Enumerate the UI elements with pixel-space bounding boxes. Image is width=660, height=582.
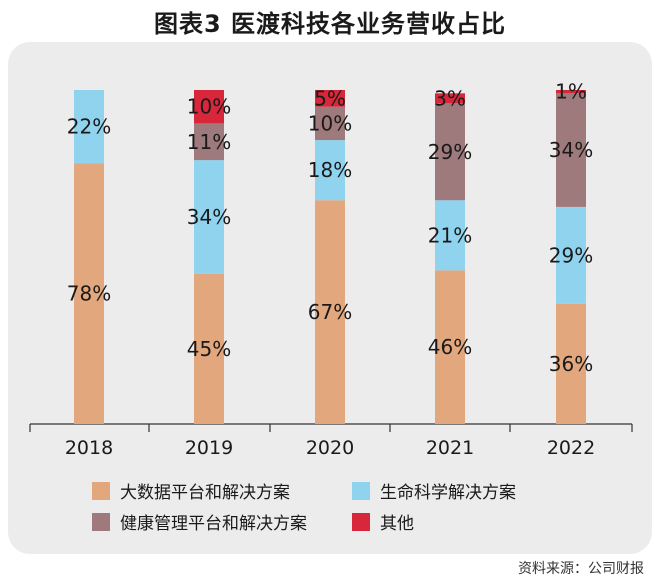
legend-swatch-big_data: [92, 481, 110, 500]
data-label-big_data-2020: 67%: [308, 300, 352, 324]
legend-item-other: 其他: [352, 509, 582, 534]
bar-segment-other-2022: [556, 90, 586, 94]
bar-segment-big_data-2018: [74, 163, 104, 425]
bar-segment-other-2021: [435, 93, 465, 104]
bar-segment-health_mgmt-2019: [194, 123, 224, 161]
data-label-health_mgmt-2022: 34%: [549, 138, 593, 162]
data-label-big_data-2022: 36%: [549, 352, 593, 376]
bar-segment-life_science-2022: [556, 206, 586, 304]
legend-swatch-health_mgmt: [92, 512, 110, 531]
data-label-health_mgmt-2021: 29%: [428, 140, 472, 164]
bar-segment-health_mgmt-2021: [435, 103, 465, 201]
chart-title: 图表3 医渡科技各业务营收占比: [153, 10, 507, 38]
data-label-health_mgmt-2020: 10%: [308, 111, 352, 135]
x-tick-label-2021: 2021: [426, 437, 474, 459]
data-label-other-2019: 10%: [187, 95, 231, 119]
legend-label-other: 其他: [380, 514, 414, 534]
bar-segment-life_science-2021: [435, 200, 465, 271]
x-tick-label-2020: 2020: [306, 437, 354, 459]
data-label-life_science-2020: 18%: [308, 158, 352, 182]
bar-segment-life_science-2020: [315, 140, 345, 201]
stacked-bar-chart: 78%22%201845%34%11%10%201967%18%10%5%202…: [29, 80, 633, 459]
data-label-life_science-2019: 34%: [187, 205, 231, 229]
legend-swatch-other: [352, 512, 370, 531]
legend-label-big_data: 大数据平台和解决方案: [120, 483, 290, 503]
bar-segment-big_data-2019: [194, 273, 224, 424]
bar-segment-life_science-2019: [194, 160, 224, 274]
legend-label-health_mgmt: 健康管理平台和解决方案: [120, 514, 307, 534]
data-label-other-2021: 3%: [434, 86, 466, 110]
bar-segment-big_data-2021: [435, 270, 465, 424]
legend-item-big_data: 大数据平台和解决方案: [92, 478, 352, 503]
x-tick-label-2022: 2022: [547, 437, 595, 459]
x-tick-label-2018: 2018: [65, 437, 113, 459]
bar-segment-other-2020: [315, 90, 345, 107]
bar-segment-life_science-2018: [74, 90, 104, 164]
data-label-health_mgmt-2019: 11%: [187, 130, 231, 154]
legend-item-life_science: 生命科学解决方案: [352, 478, 582, 503]
data-label-life_science-2022: 29%: [549, 243, 593, 267]
bar-segment-health_mgmt-2020: [315, 106, 345, 141]
bar-segment-big_data-2022: [556, 303, 586, 424]
data-label-life_science-2018: 22%: [67, 115, 111, 139]
legend-swatch-life_science: [352, 481, 370, 500]
legend-item-health_mgmt: 健康管理平台和解决方案: [92, 509, 352, 534]
chart-legend: 大数据平台和解决方案 生命科学解决方案健康管理平台和解决方案 其他: [92, 478, 592, 534]
data-label-big_data-2021: 46%: [428, 335, 472, 359]
source-note: 资料来源：公司财报: [518, 561, 644, 577]
data-label-life_science-2021: 21%: [428, 223, 472, 247]
data-label-other-2020: 5%: [314, 86, 346, 110]
bar-segment-other-2019: [194, 90, 224, 124]
legend-label-life_science: 生命科学解决方案: [380, 483, 516, 503]
data-label-other-2022: 1%: [555, 80, 587, 104]
bar-segment-big_data-2020: [315, 200, 345, 424]
data-label-big_data-2019: 45%: [187, 337, 231, 361]
data-label-big_data-2018: 78%: [67, 282, 111, 306]
bar-segment-health_mgmt-2022: [556, 93, 586, 207]
x-tick-label-2019: 2019: [185, 437, 233, 459]
